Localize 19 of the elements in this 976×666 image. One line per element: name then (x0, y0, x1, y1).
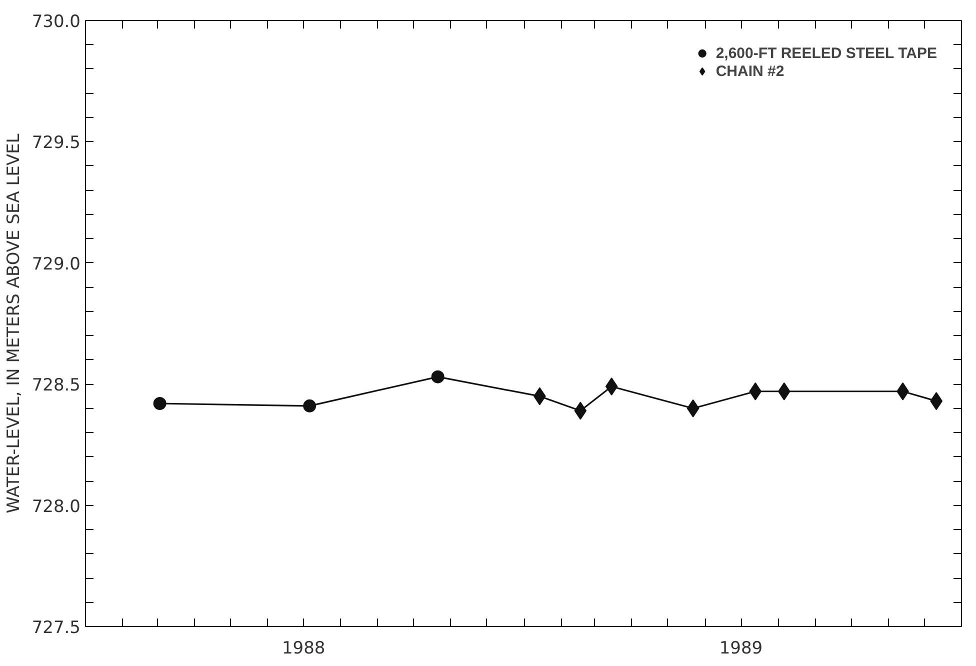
y-axis-title: WATER-LEVEL, IN METERS ABOVE SEA LEVEL (4, 133, 24, 514)
y-tick-label: 730.0 (32, 12, 81, 32)
y-tick-label: 728.0 (32, 496, 81, 517)
legend-label: CHAIN #2 (716, 62, 784, 80)
x-tick-label: 1989 (719, 638, 763, 658)
point (431, 370, 444, 384)
y-tick-label: 729.0 (32, 254, 81, 274)
y-tick-label: 728.5 (32, 376, 81, 396)
y-tick-label: 729.5 (32, 133, 81, 154)
legend-label: 2,600-FT REELED STEEL TAPE (716, 44, 937, 62)
point (686, 399, 700, 418)
x-tick-label: 1988 (282, 638, 326, 658)
point (303, 399, 316, 412)
point (605, 378, 618, 396)
point (749, 382, 762, 400)
point (778, 382, 790, 400)
y-tick-label: 727.5 (32, 618, 81, 638)
point (574, 402, 587, 420)
point (153, 397, 166, 410)
